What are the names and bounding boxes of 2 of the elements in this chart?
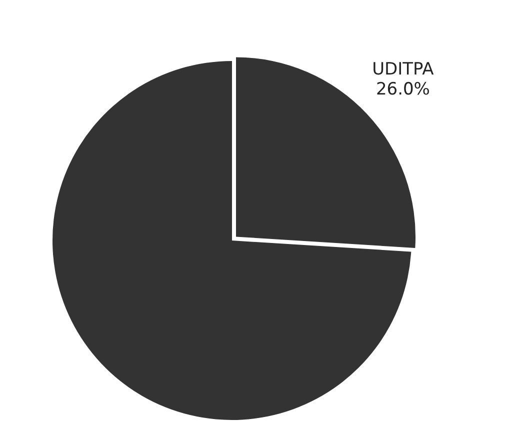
data-label: 26.0% xyxy=(376,79,430,100)
slice-label: UDITPA xyxy=(372,59,434,80)
